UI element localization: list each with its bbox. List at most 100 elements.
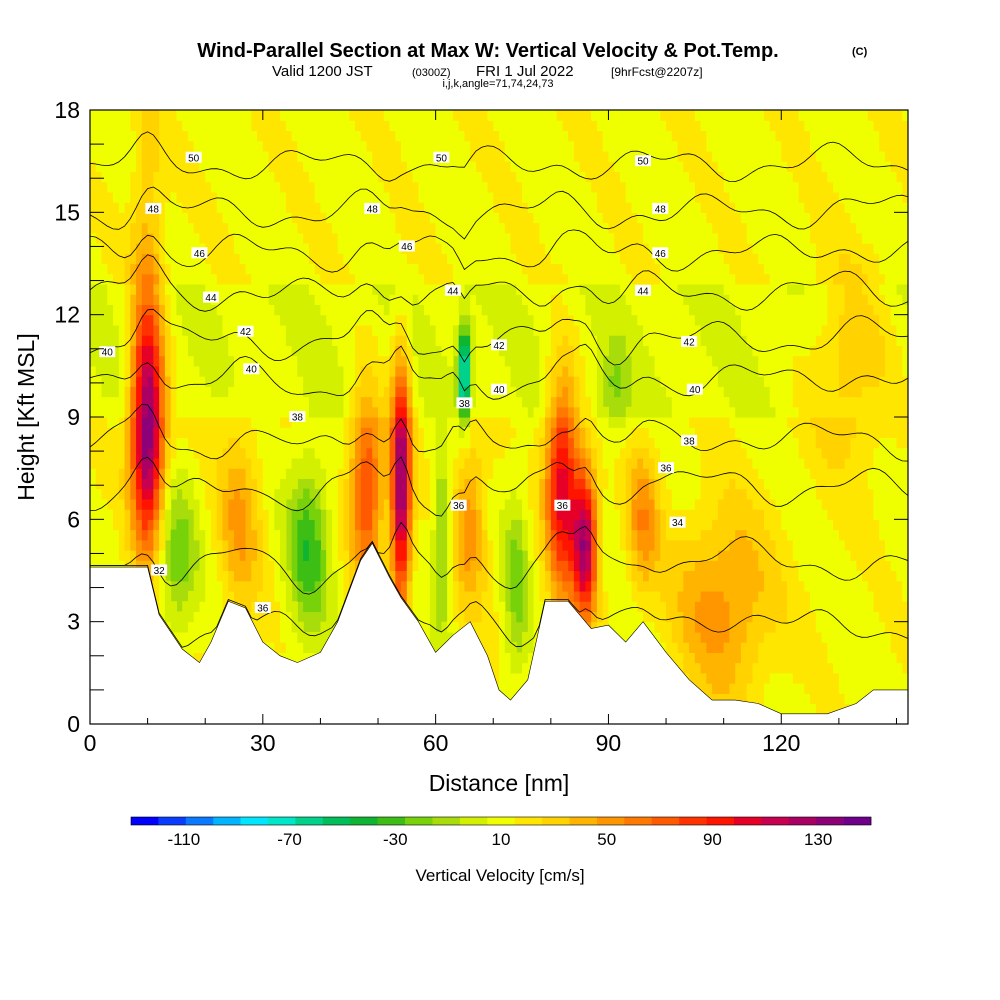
velocity-cell <box>378 345 385 357</box>
velocity-cell <box>499 202 506 213</box>
velocity-cell <box>187 181 195 193</box>
velocity-cell <box>441 386 448 398</box>
velocity-cell <box>441 273 448 285</box>
velocity-cell <box>539 601 546 613</box>
velocity-cell <box>141 202 149 213</box>
velocity-cell <box>648 621 656 633</box>
velocity-cell <box>234 150 241 162</box>
velocity-cell <box>487 243 494 254</box>
velocity-cell <box>349 478 356 490</box>
velocity-cell <box>320 294 327 306</box>
velocity-cell <box>136 120 143 132</box>
velocity-cell <box>470 243 477 254</box>
velocity-cell <box>464 191 471 203</box>
velocity-cell <box>331 212 339 224</box>
velocity-cell <box>153 150 160 162</box>
velocity-cell <box>101 110 108 121</box>
velocity-cell <box>602 243 610 254</box>
velocity-cell <box>660 386 667 398</box>
velocity-cell <box>562 376 569 387</box>
velocity-cell <box>331 294 339 306</box>
velocity-cell <box>280 529 287 541</box>
velocity-cell <box>141 539 149 551</box>
velocity-cell <box>205 335 212 346</box>
velocity-cell <box>550 396 558 408</box>
velocity-cell <box>383 283 391 295</box>
velocity-cell <box>285 140 293 152</box>
velocity-cell <box>539 273 546 285</box>
velocity-cell <box>429 304 437 316</box>
velocity-cell <box>113 120 120 132</box>
velocity-cell <box>383 314 391 326</box>
velocity-cell <box>539 191 546 203</box>
velocity-cell <box>643 406 650 418</box>
velocity-cell <box>239 263 247 275</box>
velocity-cell <box>412 529 419 541</box>
velocity-cell <box>424 304 431 316</box>
velocity-cell <box>591 355 598 367</box>
velocity-cell <box>418 601 425 613</box>
velocity-cell <box>401 529 408 541</box>
velocity-cell <box>170 130 178 142</box>
velocity-cell <box>136 243 143 254</box>
velocity-cell <box>493 590 500 602</box>
velocity-cell <box>136 150 143 162</box>
velocity-cell <box>245 570 252 582</box>
velocity-cell <box>130 355 137 367</box>
velocity-cell <box>210 621 218 633</box>
velocity-cell <box>182 263 189 275</box>
velocity-cell <box>464 324 471 336</box>
velocity-cell <box>464 283 471 295</box>
velocity-cell <box>291 396 298 408</box>
velocity-cell <box>643 171 650 183</box>
velocity-cell <box>349 365 356 377</box>
velocity-cell <box>193 335 201 346</box>
velocity-cell <box>331 580 339 592</box>
velocity-cell <box>291 539 298 551</box>
velocity-cell <box>458 283 466 295</box>
velocity-cell <box>124 202 131 213</box>
velocity-cell <box>666 478 673 490</box>
velocity-cell <box>568 150 575 162</box>
velocity-cell <box>210 212 218 224</box>
velocity-cell <box>562 406 569 418</box>
velocity-cell <box>320 253 327 265</box>
velocity-cell <box>487 386 494 398</box>
velocity-cell <box>303 580 310 592</box>
velocity-cell <box>568 130 575 142</box>
velocity-cell <box>539 488 546 500</box>
velocity-cell <box>228 222 235 234</box>
velocity-cell <box>550 120 558 132</box>
velocity-cell <box>170 273 178 285</box>
velocity-cell <box>556 191 563 203</box>
velocity-cell <box>643 396 650 408</box>
velocity-cell <box>113 396 120 408</box>
velocity-cell <box>378 253 385 265</box>
velocity-cell <box>418 171 425 183</box>
velocity-cell <box>130 253 137 265</box>
velocity-cell <box>297 539 304 551</box>
velocity-cell <box>429 376 437 387</box>
velocity-cell <box>614 601 621 613</box>
velocity-cell <box>383 529 391 541</box>
velocity-cell <box>245 345 252 357</box>
velocity-cell <box>654 191 661 203</box>
velocity-cell <box>147 355 154 367</box>
velocity-cell <box>297 457 304 469</box>
velocity-cell <box>383 550 391 561</box>
velocity-cell <box>90 365 97 377</box>
velocity-cell <box>666 611 673 623</box>
velocity-cell <box>533 376 540 387</box>
velocity-cell <box>187 120 195 132</box>
velocity-cell <box>297 283 304 295</box>
velocity-cell <box>349 468 356 479</box>
velocity-cell <box>320 232 327 244</box>
velocity-cell <box>147 232 154 244</box>
velocity-cell <box>573 468 581 479</box>
velocity-cell <box>608 457 615 469</box>
velocity-cell <box>90 232 97 244</box>
velocity-cell <box>568 345 575 357</box>
grid-indices: i,j,k,angle=71,74,24,73 <box>442 78 553 90</box>
velocity-cell <box>643 498 650 510</box>
velocity-cell <box>118 488 126 500</box>
